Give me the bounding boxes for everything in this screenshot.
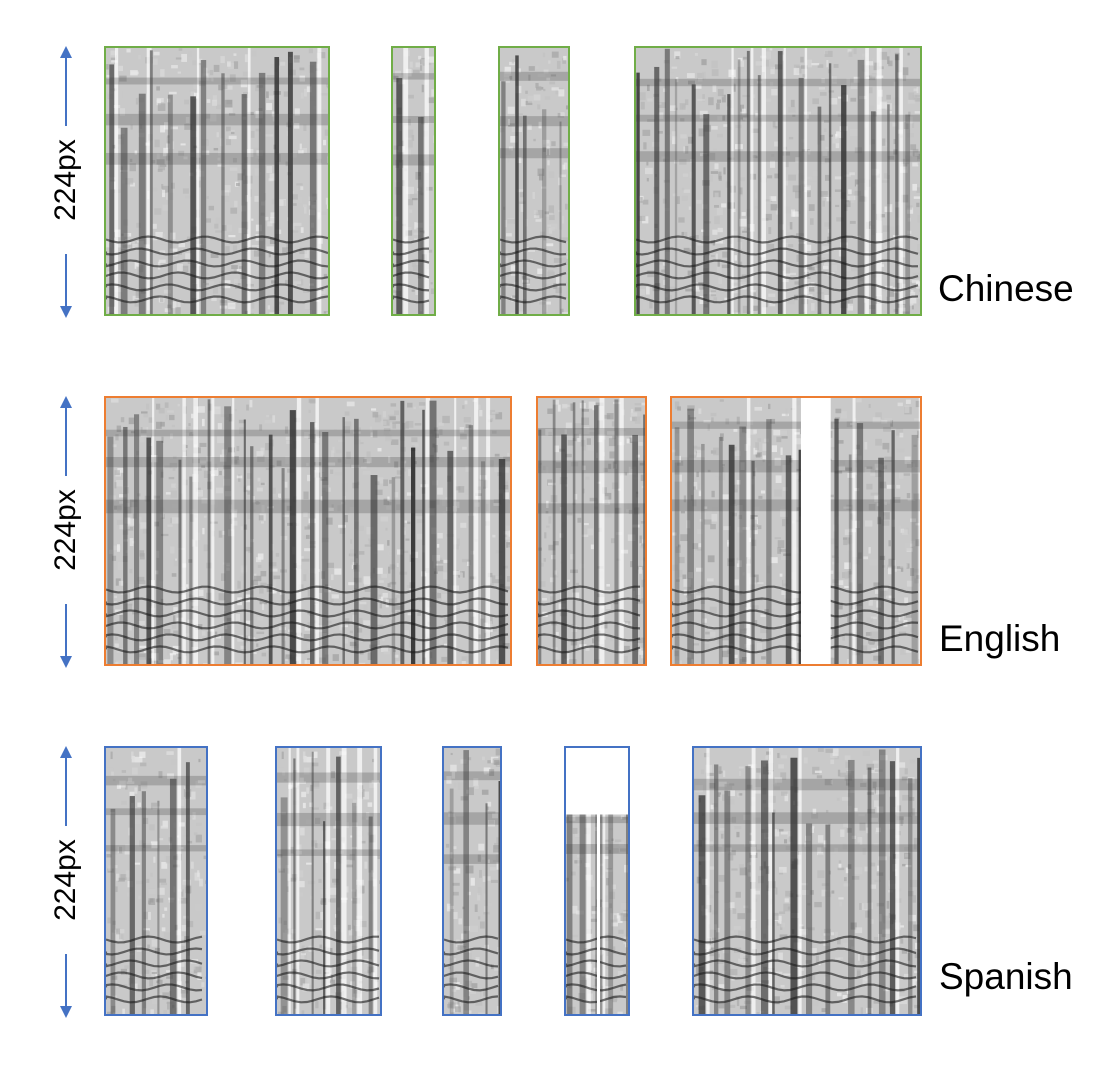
spectrogram — [442, 746, 502, 1016]
arrow-down-icon — [60, 604, 72, 668]
spectrogram-texture — [106, 398, 510, 664]
spectrogram-texture — [694, 748, 920, 1014]
spectrogram — [104, 396, 512, 666]
spectrogram-texture — [393, 48, 434, 314]
spectrogram-texture — [500, 48, 568, 314]
spectrogram-texture — [538, 398, 645, 664]
spectrogram-texture — [106, 48, 328, 314]
language-label: Chinese — [938, 268, 1074, 309]
spectrogram — [670, 396, 922, 666]
dimension-label: 224px — [49, 489, 82, 571]
spectrogram — [498, 46, 570, 316]
spectrogram-texture — [277, 748, 380, 1014]
spectrogram — [692, 746, 922, 1016]
spectrogram — [634, 46, 922, 316]
spectrogram — [564, 746, 630, 1016]
arrow-up-icon — [60, 396, 72, 476]
dimension-label: 224px — [49, 139, 82, 221]
row-spanish: 224px Spanish — [0, 740, 1110, 1020]
spectrogram — [275, 746, 382, 1016]
language-label: Spanish — [939, 956, 1073, 997]
row-chinese: 224px Chinese — [0, 40, 1110, 320]
arrow-up-icon — [60, 746, 72, 826]
height-dimension: 224px — [40, 740, 100, 1020]
arrow-down-icon — [60, 954, 72, 1018]
language-label: English — [939, 618, 1061, 659]
spectrogram — [104, 46, 330, 316]
spectrogram-texture — [672, 398, 920, 664]
arrow-up-icon — [60, 46, 72, 126]
spectrogram-texture — [636, 48, 920, 314]
spectrogram-texture — [566, 748, 628, 1014]
height-dimension: 224px — [40, 390, 100, 670]
height-dimension: 224px — [40, 40, 100, 320]
spectrogram — [536, 396, 647, 666]
spectrogram — [391, 46, 436, 316]
arrow-down-icon — [60, 254, 72, 318]
dimension-label: 224px — [49, 839, 82, 921]
row-english: 224px English — [0, 390, 1110, 670]
spectrogram-texture — [444, 748, 500, 1014]
spectrogram — [104, 746, 208, 1016]
spectrogram-texture — [106, 748, 206, 1014]
